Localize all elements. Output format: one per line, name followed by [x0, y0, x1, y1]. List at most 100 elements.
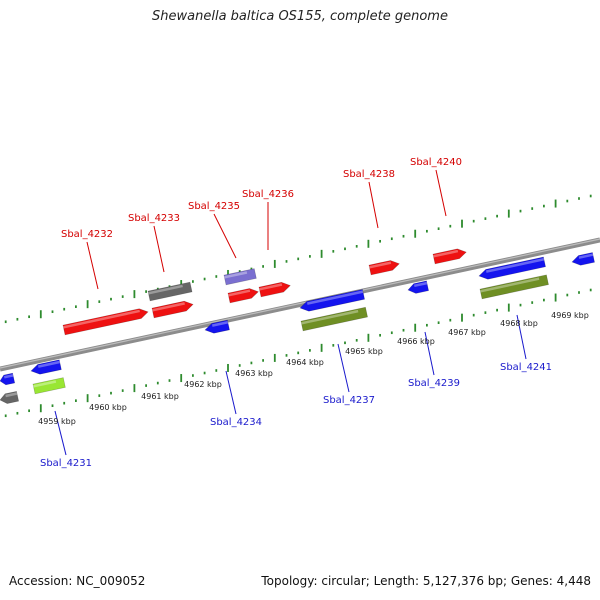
- minor-tick: [332, 250, 335, 253]
- minor-tick: [250, 267, 253, 271]
- minor-tick: [531, 207, 534, 210]
- genome-backbone: [0, 237, 600, 372]
- kbp-position-label: 4962 kbp: [184, 380, 222, 389]
- minor-tick: [472, 219, 475, 223]
- major-tick: [86, 394, 89, 403]
- major-tick: [461, 313, 463, 322]
- kbp-position-label: 4961 kbp: [141, 392, 179, 401]
- minor-tick: [402, 234, 405, 238]
- kbp-position-label: 4969 kbp: [551, 311, 589, 320]
- major-tick: [507, 303, 510, 312]
- reverse-leader-line: [337, 343, 350, 393]
- gene-blue-left-1: [0, 372, 16, 386]
- minor-tick: [63, 307, 66, 311]
- minor-tick: [437, 227, 440, 231]
- kbp-position-label: 4968 kbp: [500, 319, 538, 328]
- minor-tick: [589, 288, 592, 292]
- major-tick: [39, 310, 42, 319]
- minor-tick: [16, 317, 19, 321]
- minor-tick: [449, 318, 452, 322]
- gene-sbal-4236: [258, 281, 291, 298]
- minor-tick: [496, 214, 498, 218]
- minor-tick: [145, 290, 147, 293]
- minor-tick: [215, 369, 218, 372]
- reverse-gene-label: Sbal_4234: [210, 417, 262, 428]
- position-labels: 4959 kbp 4960 kbp 4961 kbp 4962 kbp 4963 kbp…: [38, 311, 589, 426]
- minor-tick: [484, 217, 487, 220]
- minor-tick: [531, 301, 534, 304]
- minor-tick: [51, 404, 54, 408]
- forward-gene-label: Sbal_4238: [343, 169, 395, 180]
- minor-tick: [566, 199, 569, 203]
- minor-tick: [309, 349, 311, 352]
- major-tick: [554, 293, 557, 302]
- minor-tick: [589, 194, 592, 198]
- backbone-line: [0, 237, 600, 372]
- forward-gene-label: Sbal_4232: [61, 229, 113, 240]
- minor-tick: [437, 321, 440, 325]
- major-tick: [133, 384, 136, 393]
- gene-olive-2: [479, 274, 549, 300]
- reverse-leader-line: [54, 410, 67, 456]
- minor-tick: [309, 255, 311, 258]
- gene-sbal-4239: [407, 280, 429, 294]
- minor-tick: [192, 374, 194, 377]
- minor-tick: [543, 298, 545, 302]
- kbp-position-label: 4959 kbp: [38, 417, 76, 426]
- gene-sbal-4241: [478, 256, 546, 280]
- minor-tick: [297, 257, 300, 261]
- genome-title: Shewanella baltica OS155, complete genom…: [152, 9, 448, 24]
- major-tick: [461, 219, 463, 228]
- major-tick: [227, 363, 229, 372]
- minor-tick: [285, 354, 288, 357]
- minor-tick: [192, 280, 194, 283]
- minor-tick: [379, 333, 381, 337]
- minor-tick: [98, 394, 101, 397]
- kbp-position-label: 4964 kbp: [286, 358, 324, 367]
- minor-tick: [98, 300, 101, 303]
- gene-sbal-4237: [299, 289, 365, 312]
- minor-tick: [63, 401, 66, 405]
- minor-tick: [578, 291, 580, 294]
- major-tick: [227, 269, 229, 278]
- gene-sbal-4234: [204, 319, 230, 334]
- gene-sbal-4233: [151, 300, 194, 319]
- kbp-position-label: 4960 kbp: [89, 403, 127, 412]
- minor-tick: [543, 204, 545, 208]
- minor-tick: [4, 320, 7, 324]
- minor-tick: [390, 331, 393, 335]
- minor-tick: [4, 414, 7, 418]
- minor-tick: [449, 224, 452, 228]
- reverse-gene-label: Sbal_4241: [500, 362, 552, 373]
- major-tick: [180, 374, 183, 383]
- forward-leader-line: [86, 241, 99, 290]
- minor-tick: [203, 371, 206, 375]
- minor-tick: [285, 260, 288, 263]
- top-tick-track: [4, 194, 592, 324]
- minor-tick: [121, 389, 124, 392]
- major-tick: [414, 323, 417, 332]
- forward-gene-label: Sbal_4240: [410, 157, 462, 168]
- minor-tick: [110, 391, 112, 395]
- minor-tick: [496, 308, 498, 312]
- backbone-highlight: [0, 238, 600, 369]
- gene-sbal-4240: [432, 248, 467, 265]
- reverse-leader-line: [225, 370, 237, 415]
- major-tick: [320, 343, 323, 352]
- major-tick: [86, 300, 89, 309]
- minor-tick: [297, 351, 300, 355]
- gene-sbal-4235: [227, 288, 259, 304]
- genome-summary: Topology: circular; Length: 5,127,376 bp…: [261, 574, 591, 588]
- minor-tick: [426, 323, 428, 327]
- minor-tick: [262, 359, 264, 362]
- major-tick: [367, 333, 370, 342]
- minor-tick: [51, 310, 54, 314]
- gene-sbal-4232: [62, 308, 149, 336]
- gene-gray-1: [147, 281, 193, 302]
- minor-tick: [402, 328, 405, 332]
- minor-tick: [145, 384, 147, 387]
- major-tick: [414, 229, 417, 238]
- minor-tick: [75, 305, 77, 308]
